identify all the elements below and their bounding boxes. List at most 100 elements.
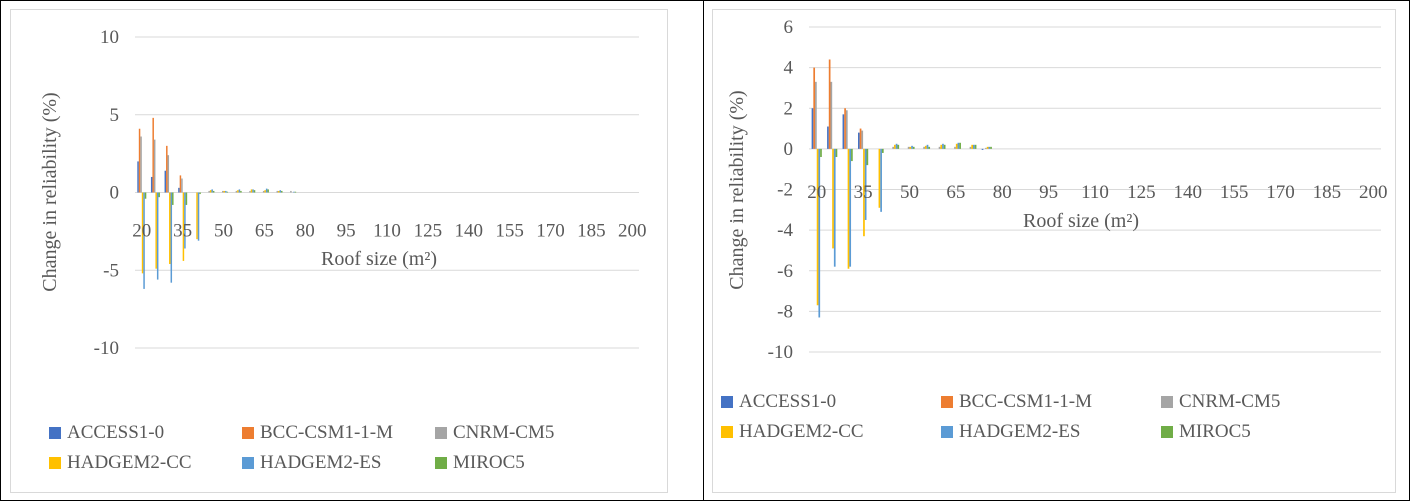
x-tick-label: 35	[854, 182, 873, 203]
bar	[811, 108, 814, 149]
legend-swatch	[49, 427, 61, 439]
legend-item: HADGEM2-ES	[941, 421, 1161, 443]
bar	[827, 126, 829, 149]
legend-swatch	[49, 457, 61, 469]
bar	[969, 146, 972, 149]
y-tick-label: -10	[768, 342, 793, 363]
y-tick-label: -2	[777, 180, 793, 201]
bar	[166, 145, 168, 193]
bar	[240, 190, 242, 193]
legend-label: HADGEM2-ES	[959, 421, 1081, 442]
bar	[250, 189, 253, 193]
bar	[252, 189, 254, 193]
bar	[209, 190, 212, 193]
x-tick-label: 125	[1127, 182, 1156, 203]
bar	[842, 114, 845, 149]
bar	[988, 146, 991, 149]
x-tick-label: 110	[373, 221, 401, 242]
left-chart-panel: 10 5 0 -5 -10 20 35 50 65 80 95 110 125 140 155 170 185 2…	[10, 9, 668, 493]
bar	[878, 148, 881, 208]
legend-swatch	[435, 427, 447, 439]
legend-item: BCC-CSM1-1-M	[941, 391, 1161, 413]
legend-item: CNRM-CM5	[435, 422, 595, 444]
bar	[235, 190, 238, 193]
bar	[267, 189, 269, 193]
bar	[985, 147, 987, 149]
bar	[167, 155, 170, 193]
bar	[143, 192, 145, 289]
bar	[170, 192, 173, 283]
bar	[164, 170, 167, 193]
x-tick-label: 80	[993, 182, 1012, 203]
bar	[212, 190, 215, 193]
legend-swatch	[1161, 396, 1173, 408]
y-tick-label: -10	[94, 338, 119, 359]
bar	[208, 190, 210, 193]
legend-label: ACCESS1-0	[739, 391, 837, 412]
x-tick-label: 20	[807, 182, 826, 203]
legend-label: MIROC5	[1179, 421, 1251, 442]
legend-label: BCC-CSM1-1-M	[959, 391, 1093, 412]
bar	[926, 144, 929, 149]
bar	[182, 192, 185, 261]
bar	[253, 190, 256, 193]
bar	[279, 190, 282, 193]
legend-item: CNRM-CM5	[1161, 391, 1361, 413]
bar	[981, 148, 984, 150]
bar	[835, 148, 838, 157]
legend-label: BCC-CSM1-1-M	[260, 422, 394, 443]
bar	[859, 128, 862, 149]
x-tick-label: 110	[1081, 182, 1109, 203]
legend-label: MIROC5	[453, 452, 525, 473]
bar	[178, 187, 180, 193]
legend-item: ACCESS1-0	[721, 391, 941, 413]
y-tick-label: 0	[784, 139, 794, 160]
bar	[844, 108, 846, 149]
legend-swatch	[435, 457, 447, 469]
bar	[911, 145, 913, 149]
x-tick-label: 155	[1220, 182, 1249, 203]
bar	[155, 192, 157, 269]
x-tick-label: 65	[255, 221, 274, 242]
bar	[938, 146, 941, 149]
bar	[974, 144, 977, 149]
bar	[262, 190, 265, 193]
bar	[828, 59, 831, 149]
left-legend: ACCESS1-0 BCC-CSM1-1-M CNRM-CM5 HADGEM2-CC H…	[49, 422, 595, 474]
legend-swatch	[941, 396, 953, 408]
bar	[138, 128, 141, 193]
y-tick-label: 2	[784, 98, 794, 119]
y-axis-title: Change in reliability (%)	[39, 92, 61, 291]
legend-item: HADGEM2-CC	[721, 421, 941, 443]
bar	[954, 146, 956, 149]
bar	[818, 148, 821, 318]
bar	[832, 148, 834, 249]
bar	[169, 192, 171, 265]
bar	[897, 144, 900, 149]
x-axis-title: Roof size (m²)	[321, 248, 437, 270]
y-axis-title: Change in reliability (%)	[726, 90, 748, 289]
legend-swatch	[1161, 426, 1173, 438]
x-tick-label: 50	[900, 182, 919, 203]
legend-swatch	[721, 426, 733, 438]
y-tick-label: 10	[100, 27, 119, 48]
bar	[940, 144, 943, 149]
bar	[957, 142, 960, 149]
legend-label: ACCESS1-0	[67, 422, 165, 443]
bar	[294, 191, 297, 193]
bar	[223, 190, 226, 193]
bar	[156, 192, 159, 280]
x-tick-label: 80	[296, 221, 315, 242]
bar	[197, 192, 200, 241]
bar	[955, 143, 958, 149]
bar	[249, 190, 251, 193]
bar	[895, 143, 898, 149]
y-tick-label: 0	[110, 183, 120, 204]
bar	[265, 188, 268, 193]
bar	[153, 139, 156, 193]
bar	[907, 146, 910, 149]
bar	[172, 192, 174, 205]
x-tick-label: 35	[173, 221, 192, 242]
bar	[140, 136, 142, 193]
